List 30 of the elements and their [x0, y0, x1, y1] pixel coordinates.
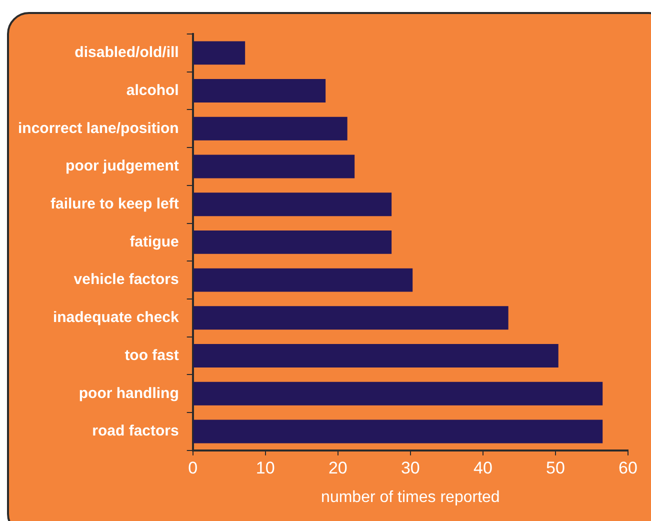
y-tick-label: fatigue	[130, 233, 179, 250]
x-tick-label: 10	[256, 458, 275, 478]
bar	[193, 79, 326, 103]
y-tick-label: inadequate check	[52, 309, 180, 326]
bar	[193, 268, 413, 292]
y-tick-label: vehicle factors	[74, 271, 179, 288]
y-tick-label: failure to keep left	[50, 195, 179, 212]
y-tick-label: alcohol	[126, 82, 179, 99]
bar	[193, 420, 603, 444]
y-tick-label: too fast	[124, 346, 179, 364]
bar	[193, 116, 348, 140]
y-tick-label: incorrect lane/position	[18, 120, 179, 137]
x-tick-label: 50	[546, 458, 565, 478]
bar	[193, 41, 246, 65]
y-tick-label: road factors	[92, 422, 179, 440]
bar	[193, 192, 392, 216]
bar	[193, 306, 508, 330]
x-tick-label: 20	[328, 458, 348, 478]
x-tick-label: 40	[473, 458, 492, 478]
bar	[193, 230, 392, 254]
bar	[193, 382, 603, 406]
bar	[193, 344, 558, 368]
y-tick-label: disabled/old/ill	[74, 44, 179, 62]
x-tick-label: 30	[400, 458, 420, 478]
x-tick-label: 0	[188, 458, 198, 478]
x-axis-title: number of times reported	[321, 488, 500, 506]
x-tick-label: 60	[618, 458, 638, 478]
bar	[193, 154, 355, 178]
y-tick-label: poor handling	[78, 384, 179, 402]
y-tick-label: poor judgement	[66, 158, 179, 175]
